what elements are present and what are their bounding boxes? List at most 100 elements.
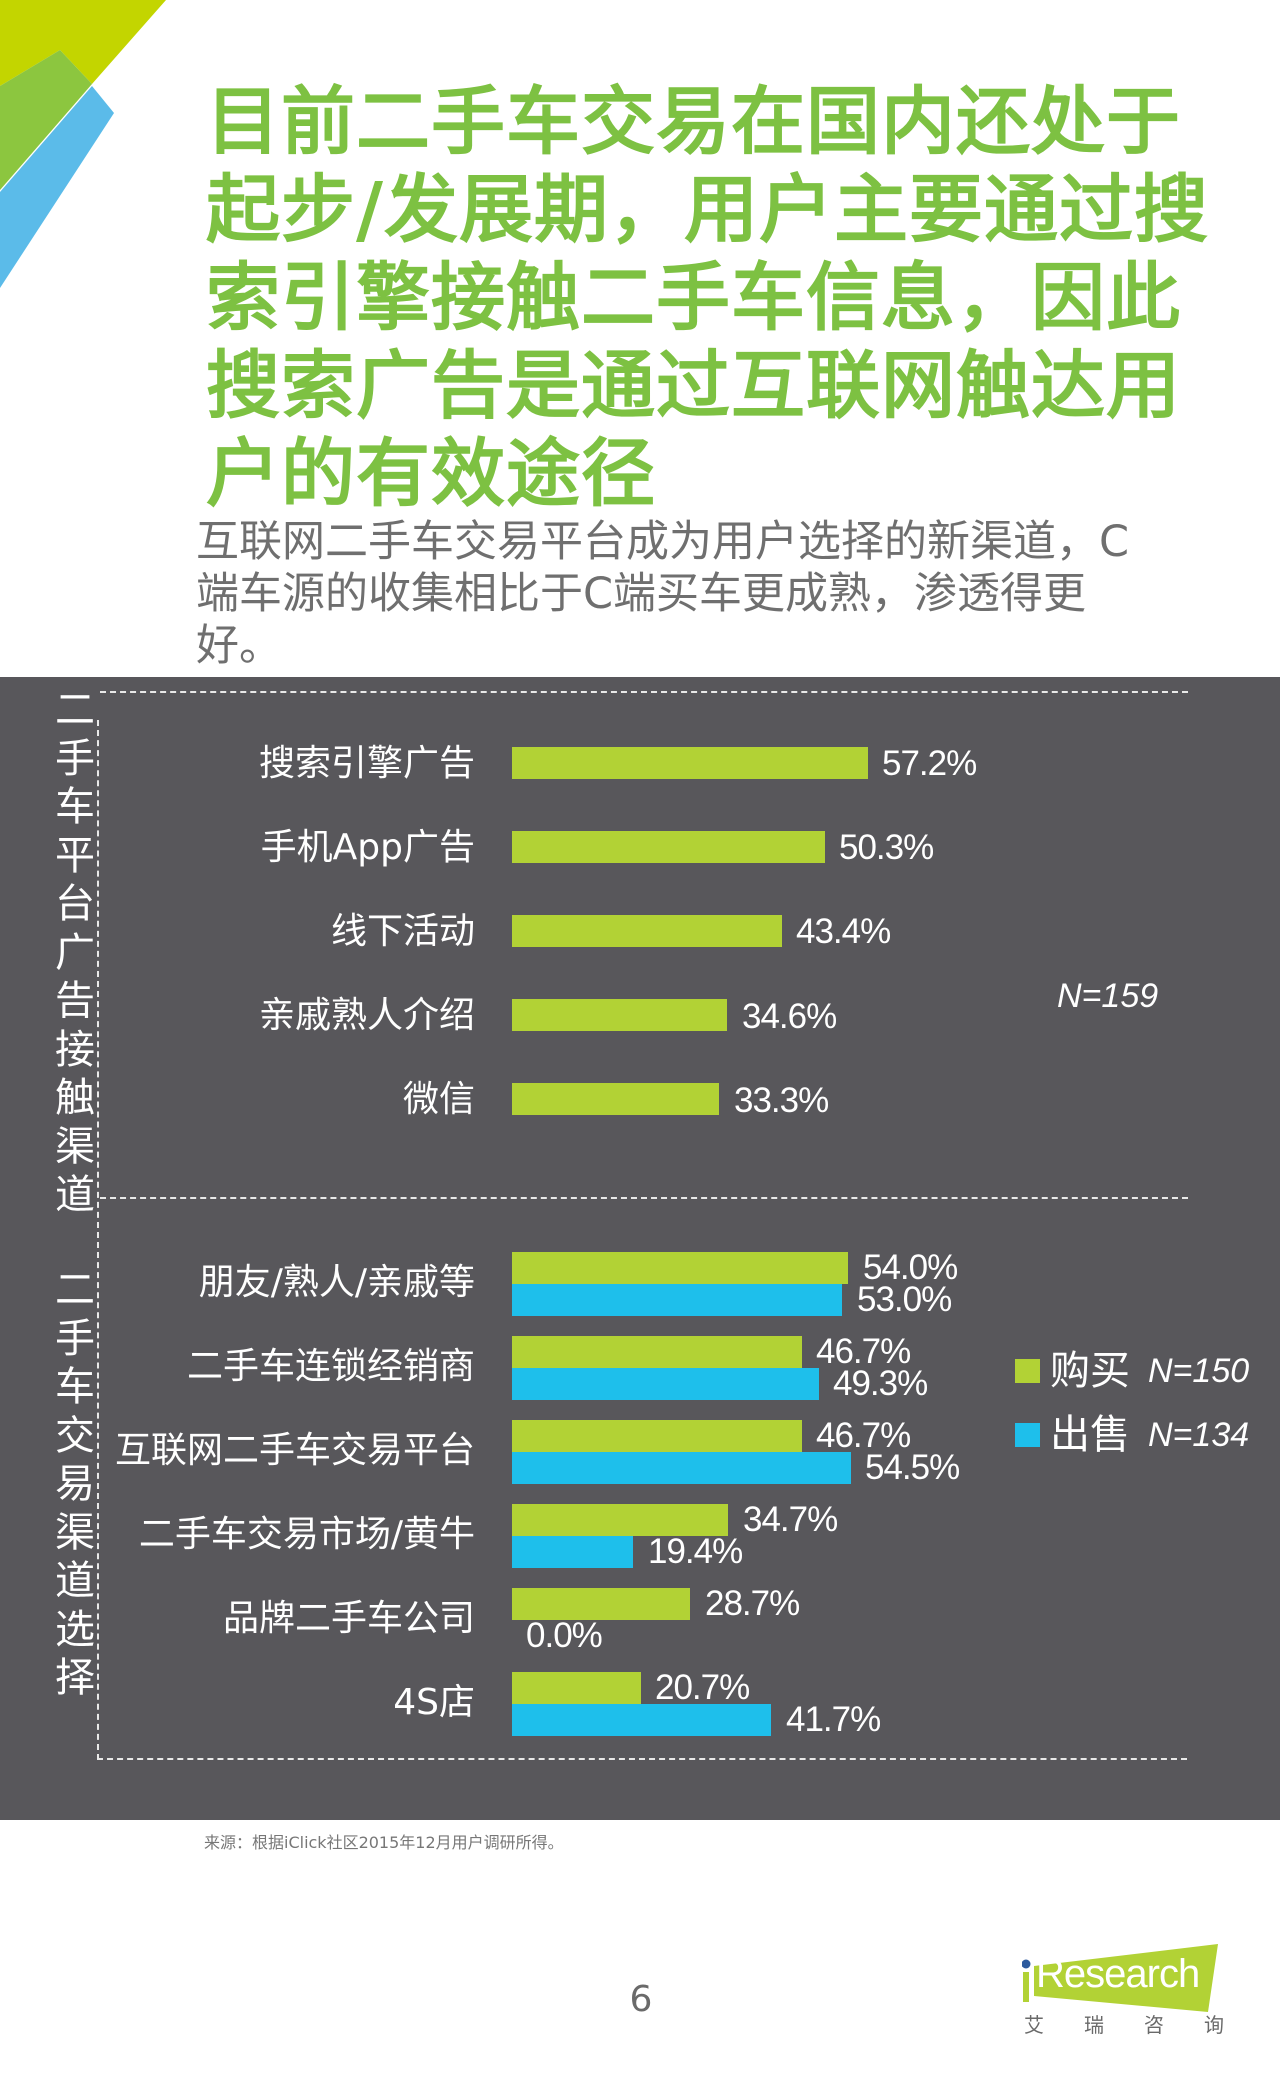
bar bbox=[512, 831, 825, 863]
legend-swatch-green-icon bbox=[1015, 1359, 1040, 1383]
logo-text: Research bbox=[1036, 1952, 1200, 1996]
vlabel-char: 二 bbox=[55, 687, 95, 733]
vlabel-char: 渠 bbox=[55, 1123, 95, 1170]
logo-char: 询 bbox=[1204, 2013, 1224, 2037]
sell-bar bbox=[512, 1284, 842, 1316]
iresearch-logo-icon bbox=[1022, 1944, 1218, 2012]
category-label: 线下活动 bbox=[330, 911, 475, 952]
page-title: 目前二手车交易在国内还处于 起步/发展期，用户主要通过搜 索引擎接触二手车信息，… bbox=[206, 78, 1216, 518]
vlabel-char: 告 bbox=[55, 978, 95, 1024]
category-label: 搜索引擎广告 bbox=[258, 743, 475, 784]
vlabel-char: 广 bbox=[55, 929, 95, 976]
logo-char: 瑞 bbox=[1084, 2013, 1104, 2037]
value-label: 33.3% bbox=[734, 1081, 829, 1120]
legend-item-sell: 出售 N=134 bbox=[1015, 1413, 1249, 1457]
buy-bar bbox=[512, 1504, 728, 1536]
vlabel-char: 接 bbox=[55, 1026, 95, 1073]
logo-char: 艾 bbox=[1024, 2013, 1044, 2037]
vlabel-char: 交 bbox=[55, 1412, 95, 1459]
title-line: 目前二手车交易在国内还处于 bbox=[206, 79, 1181, 165]
sell-bar bbox=[512, 1704, 771, 1736]
logo-chinese: 艾 瑞 咨 询 bbox=[1024, 2012, 1224, 2038]
bar bbox=[512, 747, 868, 779]
legend-item-buy: 购买 N=150 bbox=[1015, 1349, 1249, 1393]
corner-decoration-icon bbox=[0, 0, 166, 288]
page-number: 6 bbox=[629, 1979, 653, 2020]
divider-top bbox=[100, 691, 1188, 693]
legend-sample-size: N=150 bbox=[1148, 1351, 1250, 1390]
bar bbox=[512, 1083, 719, 1115]
sell-value-label: 49.3% bbox=[833, 1364, 928, 1403]
vlabel-char: 选 bbox=[55, 1606, 95, 1653]
buy-bar bbox=[512, 1672, 641, 1704]
logo-char: 咨 bbox=[1144, 2013, 1164, 2037]
buy-value-label: 46.7% bbox=[816, 1416, 911, 1455]
title-line: 户的有效途径 bbox=[206, 431, 656, 517]
sell-bar bbox=[512, 1536, 633, 1568]
legend-swatch-blue-icon bbox=[1015, 1423, 1040, 1447]
buy-value-label: 34.7% bbox=[743, 1500, 838, 1539]
category-label: 手机App广告 bbox=[260, 827, 475, 868]
vlabel-char: 易 bbox=[55, 1461, 95, 1507]
source-note: 来源：根据iClick社区2015年12月用户调研所得。 bbox=[204, 1833, 564, 1852]
value-label: 50.3% bbox=[839, 828, 934, 867]
buy-value-label: 20.7% bbox=[655, 1668, 750, 1707]
divider-left bbox=[97, 720, 99, 1760]
subtitle-line: 端车源的收集相比于C端买车更成熟，渗透得更 bbox=[196, 569, 1087, 619]
subtitle-line: 好。 bbox=[196, 621, 282, 671]
vlabel-char: 道 bbox=[55, 1172, 95, 1218]
buy-bar bbox=[512, 1252, 848, 1284]
vlabel-char: 择 bbox=[55, 1655, 95, 1701]
sell-value-label: 54.5% bbox=[865, 1448, 960, 1487]
vlabel-char: 手 bbox=[55, 735, 95, 782]
vlabel-char: 平 bbox=[55, 832, 95, 879]
category-label: 二手车交易市场/黄牛 bbox=[138, 1514, 475, 1555]
category-label: 4S店 bbox=[393, 1682, 475, 1723]
category-label: 二手车连锁经销商 bbox=[186, 1346, 475, 1387]
chart-panel bbox=[0, 677, 1280, 1820]
divider-middle bbox=[100, 1197, 1188, 1199]
title-line: 搜索广告是通过互联网触达用 bbox=[206, 343, 1181, 429]
sample-size-label: N=159 bbox=[1057, 977, 1159, 1015]
bar bbox=[512, 915, 782, 947]
legend-sample-size: N=134 bbox=[1148, 1415, 1250, 1454]
vlabel-char: 台 bbox=[55, 881, 95, 927]
sell-value-label: 53.0% bbox=[857, 1280, 952, 1319]
category-label: 亲戚熟人介绍 bbox=[258, 995, 475, 1036]
category-label: 微信 bbox=[402, 1079, 475, 1120]
vlabel-char: 车 bbox=[55, 784, 95, 830]
buy-value-label: 28.7% bbox=[705, 1584, 800, 1623]
buy-value-label: 46.7% bbox=[816, 1332, 911, 1371]
buy-value-label: 54.0% bbox=[863, 1248, 958, 1287]
vlabel-char: 道 bbox=[55, 1558, 95, 1604]
vlabel-char: 渠 bbox=[55, 1509, 95, 1556]
vlabel-char: 手 bbox=[55, 1315, 95, 1362]
buy-bar bbox=[512, 1588, 690, 1620]
sell-bar bbox=[512, 1368, 819, 1400]
legend-label: 出售 bbox=[1050, 1412, 1130, 1458]
buy-bar bbox=[512, 1420, 802, 1452]
category-label: 品牌二手车公司 bbox=[222, 1598, 475, 1639]
sell-value-label: 0.0% bbox=[526, 1616, 603, 1655]
vlabel-char: 车 bbox=[55, 1364, 95, 1410]
value-label: 34.6% bbox=[742, 997, 837, 1036]
page-subtitle: 互联网二手车交易平台成为用户选择的新渠道，C 端车源的收集相比于C端买车更成熟，… bbox=[196, 516, 1196, 672]
category-label: 互联网二手车交易平台 bbox=[114, 1430, 475, 1471]
vlabel-char: 触 bbox=[55, 1075, 95, 1121]
value-label: 57.2% bbox=[882, 744, 977, 783]
category-label: 朋友/熟人/亲戚等 bbox=[198, 1262, 475, 1303]
sell-value-label: 41.7% bbox=[786, 1700, 881, 1739]
legend-label: 购买 bbox=[1050, 1348, 1130, 1394]
title-line: 起步/发展期，用户主要通过搜 bbox=[206, 167, 1210, 253]
divider-bottom bbox=[97, 1758, 1187, 1760]
subtitle-line: 互联网二手车交易平台成为用户选择的新渠道，C bbox=[196, 517, 1130, 567]
section2-vertical-label: 二 手 车 交 易 渠 道 选 择 bbox=[52, 1266, 98, 1703]
sell-bar bbox=[512, 1452, 851, 1484]
value-label: 43.4% bbox=[796, 912, 891, 951]
vlabel-char: 二 bbox=[55, 1267, 95, 1313]
buy-bar bbox=[512, 1336, 802, 1368]
bar bbox=[512, 999, 727, 1031]
title-line: 索引擎接触二手车信息，因此 bbox=[206, 255, 1181, 341]
section1-vertical-label: 二 手 车 平 台 广 告 接 触 渠 道 bbox=[52, 686, 98, 1220]
sell-value-label: 19.4% bbox=[648, 1532, 743, 1571]
